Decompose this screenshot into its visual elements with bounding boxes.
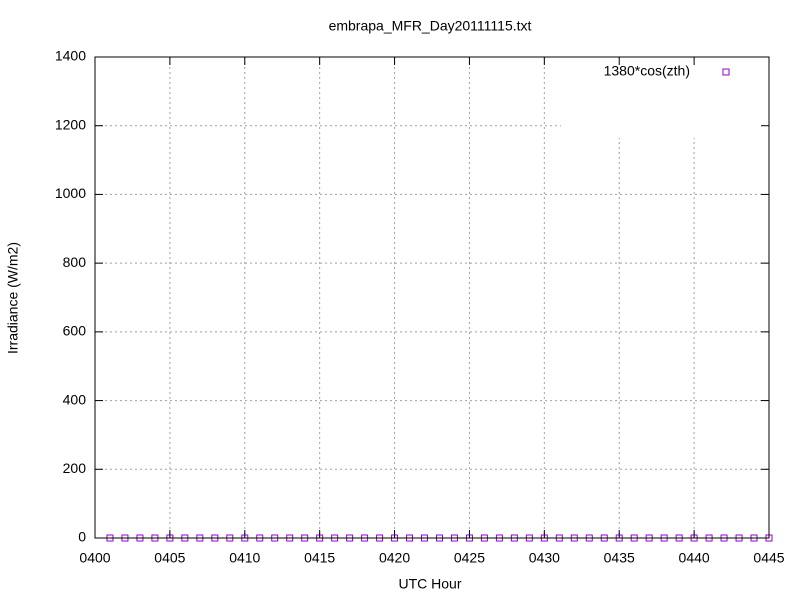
x-tick-label: 0435	[604, 550, 635, 566]
x-tick-label: 0430	[529, 550, 560, 566]
x-tick-label: 0405	[154, 550, 185, 566]
x-tick-label: 0415	[304, 550, 335, 566]
y-tick-label: 200	[63, 460, 87, 476]
x-axis-label: UTC Hour	[398, 576, 461, 592]
y-tick-label: 1400	[55, 48, 86, 64]
x-tick-label: 0410	[229, 550, 260, 566]
legend-background	[561, 58, 768, 138]
chart-title: embrapa_MFR_Day20111115.txt	[329, 18, 532, 34]
y-axis-label: Irradiance (W/m2)	[5, 242, 21, 354]
y-tick-label: 0	[78, 529, 86, 545]
x-tick-label: 0445	[753, 550, 784, 566]
plot-border	[94, 56, 770, 539]
y-tick-label: 600	[63, 323, 87, 339]
x-tick-label: 0420	[379, 550, 410, 566]
grid	[95, 57, 769, 538]
y-tick-label: 1000	[55, 185, 86, 201]
legend-label: 1380*cos(zth)	[604, 63, 690, 79]
x-tick-label: 0440	[679, 550, 710, 566]
x-tick-label: 0400	[79, 550, 110, 566]
y-tick-label: 400	[63, 391, 87, 407]
y-tick-label: 1200	[55, 116, 86, 132]
y-tick-label: 800	[63, 254, 87, 270]
legend-marker	[722, 68, 730, 76]
x-tick-label: 0425	[454, 550, 485, 566]
